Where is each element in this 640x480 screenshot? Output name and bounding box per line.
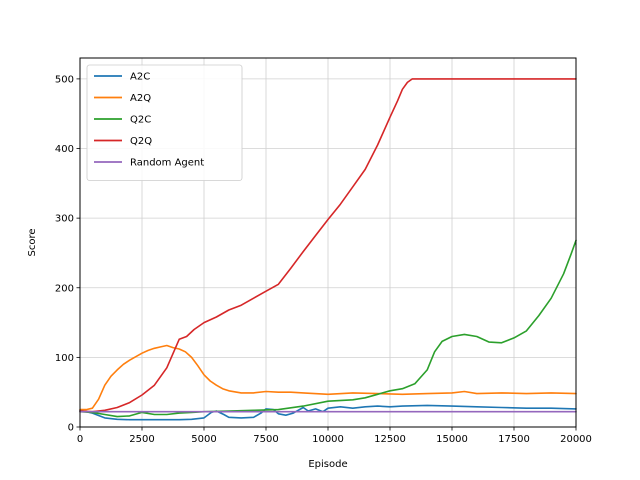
y-axis-label: Score <box>27 228 38 256</box>
series-lines <box>79 78 577 421</box>
y-tick-label: 200 <box>55 283 74 294</box>
y-tick-label: 400 <box>55 144 74 155</box>
grid-lines <box>79 58 577 428</box>
x-axis-ticks: 0 2500 5000 7500 10000 12500 15000 17500 20000 <box>77 427 592 445</box>
series-line-a2c <box>79 404 577 421</box>
x-tick-label: 15000 <box>436 434 468 445</box>
x-tick-label: 0 <box>77 434 83 445</box>
x-tick-label: 17500 <box>498 434 530 445</box>
x-tick-label: 7500 <box>253 434 278 445</box>
legend-label: Q2Q <box>130 136 152 147</box>
y-tick-label: 100 <box>55 353 74 364</box>
legend-label: Q2C <box>130 115 151 126</box>
y-axis-ticks: 0 100 200 300 400 500 <box>55 74 80 434</box>
series-line-q2q <box>79 78 577 413</box>
legend-label: A2C <box>130 72 150 83</box>
legend-box <box>86 64 243 181</box>
series-line-q2c <box>79 239 577 418</box>
series-line-a2q <box>79 344 577 411</box>
y-tick-label: 0 <box>68 423 74 434</box>
x-tick-label: 5000 <box>191 434 216 445</box>
legend-label: Random Agent <box>130 158 204 169</box>
x-tick-label: 20000 <box>560 434 592 445</box>
legend: A2C A2Q Q2C Q2Q Random Agent <box>86 64 243 181</box>
y-tick-label: 500 <box>55 74 74 85</box>
x-axis-label: Episode <box>308 459 347 470</box>
x-tick-label: 10000 <box>312 434 344 445</box>
x-tick-label: 12500 <box>374 434 406 445</box>
legend-label: A2Q <box>130 93 151 104</box>
y-tick-label: 300 <box>55 214 74 225</box>
x-tick-label: 2500 <box>129 434 154 445</box>
